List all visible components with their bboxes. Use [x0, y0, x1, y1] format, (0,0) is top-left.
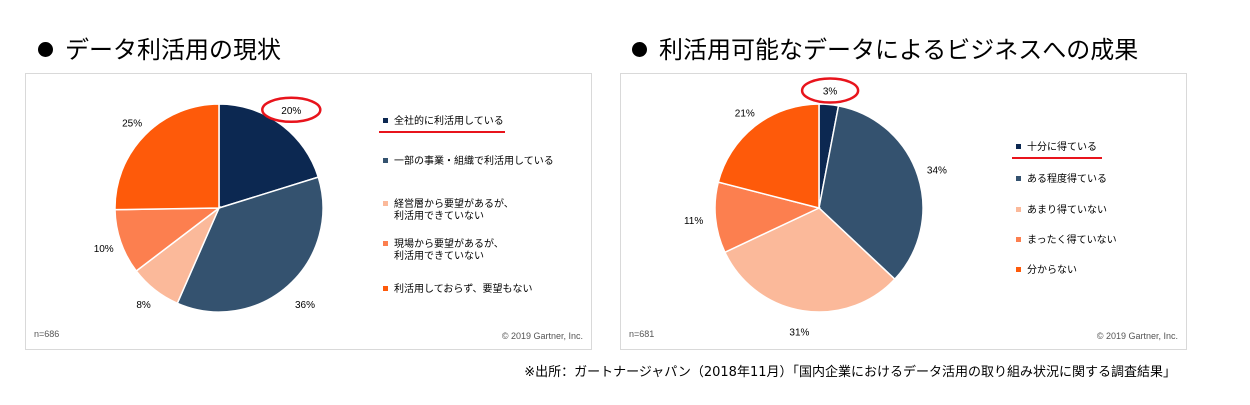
slice-value-label: 20%: [281, 106, 301, 117]
pie-chart-right: 3% 34% 31% 11% 21%: [684, 77, 947, 339]
chart-heading-right: 利活用可能なデータによるビジネスへの成果: [632, 30, 1138, 65]
legend-swatch: [383, 285, 388, 291]
legend-label: 経営層から要望があるが、 利活用できていない: [394, 199, 514, 222]
bullet-icon: [632, 41, 647, 57]
pie-slice: [714, 181, 822, 254]
legend-swatch: [383, 200, 388, 206]
legend-label: あまり得ていない: [1027, 205, 1107, 216]
pie-slice: [723, 207, 896, 313]
legend-swatch: [1016, 266, 1021, 272]
slice-value-label: 11%: [684, 216, 703, 227]
slice-value-label: 10%: [94, 244, 114, 255]
legend-label: 現場から要望があるが、 利活用できていない: [394, 239, 504, 262]
pie-slice: [218, 103, 320, 210]
slice-value-label: 8%: [136, 300, 151, 311]
legend-swatch: [1016, 236, 1021, 242]
slice-value-label: 3%: [823, 87, 838, 98]
legend-item: 十分に得ている: [1016, 142, 1097, 154]
legend-item: 一部の事業・組織で利活用している: [383, 156, 554, 168]
pie-slice: [176, 176, 324, 313]
highlight-ellipse: [261, 96, 322, 124]
sample-size-note: n=681: [629, 329, 655, 339]
source-note: ※出所：ガートナージャパン（2018年11月）「国内企業におけるデータ活用の取り…: [524, 365, 1176, 380]
legend-item: あまり得ていない: [1016, 205, 1107, 217]
legend-item: 利活用しておらず、要望もない: [383, 284, 533, 296]
slice-value-label: 21%: [735, 108, 755, 119]
legend-swatch: [1016, 206, 1021, 212]
legend-item: まったく得ていない: [1016, 235, 1117, 247]
slice-value-label: 34%: [927, 166, 947, 177]
bullet-icon: [38, 41, 53, 57]
legend-label: 利活用しておらず、要望もない: [394, 284, 533, 295]
slice-value-label: 36%: [295, 300, 315, 311]
legend-item: 全社的に利活用している: [383, 116, 504, 128]
pie-slice: [114, 103, 220, 211]
legend-label: 全社的に利活用している: [394, 116, 504, 127]
pie-slice: [717, 103, 820, 209]
legend-swatch: [383, 117, 388, 123]
legend-label: ある程度得ている: [1027, 174, 1107, 185]
legend-swatch: [1016, 175, 1021, 181]
pie-chart-left: 20% 36% 8% 10% 25%: [94, 96, 324, 313]
legend-item: ある程度得ている: [1016, 174, 1107, 186]
legend-swatch: [383, 157, 388, 163]
heading-text: データ利活用の現状: [65, 36, 281, 64]
legend-swatch: [1016, 143, 1021, 149]
chart-heading-left: データ利活用の現状: [38, 30, 281, 65]
chart-panel-right: 3% 34% 31% 11% 21% 十分に得ている ある程度得ている あまり得ていない まっ…: [620, 73, 1187, 350]
sample-size-note: n=686: [34, 329, 60, 339]
legend-item: 現場から要望があるが、 利活用できていない: [383, 239, 504, 263]
highlight-underline: [1012, 157, 1102, 159]
legend-item: 分からない: [1016, 265, 1077, 277]
legend-label: 十分に得ている: [1027, 142, 1097, 153]
slice-value-label: 31%: [789, 328, 809, 339]
legend-swatch: [383, 240, 388, 246]
legend-label: まったく得ていない: [1027, 235, 1117, 246]
legend-label: 一部の事業・組織で利活用している: [394, 156, 554, 167]
highlight-underline: [379, 131, 505, 133]
chart-panel-left: 20% 36% 8% 10% 25% 全社的に利活用している一部の事業・組織で利活用して…: [25, 73, 592, 350]
heading-text: 利活用可能なデータによるビジネスへの成果: [659, 36, 1139, 64]
pie-slice: [818, 104, 924, 281]
highlight-ellipse: [800, 77, 860, 104]
copyright-note: © 2019 Gartner, Inc.: [1096, 331, 1178, 341]
legend-label: 分からない: [1027, 265, 1077, 276]
legend-item: 経営層から要望があるが、 利活用できていない: [383, 199, 514, 223]
slice-value-label: 25%: [122, 118, 142, 129]
copyright-note: © 2019 Gartner, Inc.: [501, 331, 583, 341]
